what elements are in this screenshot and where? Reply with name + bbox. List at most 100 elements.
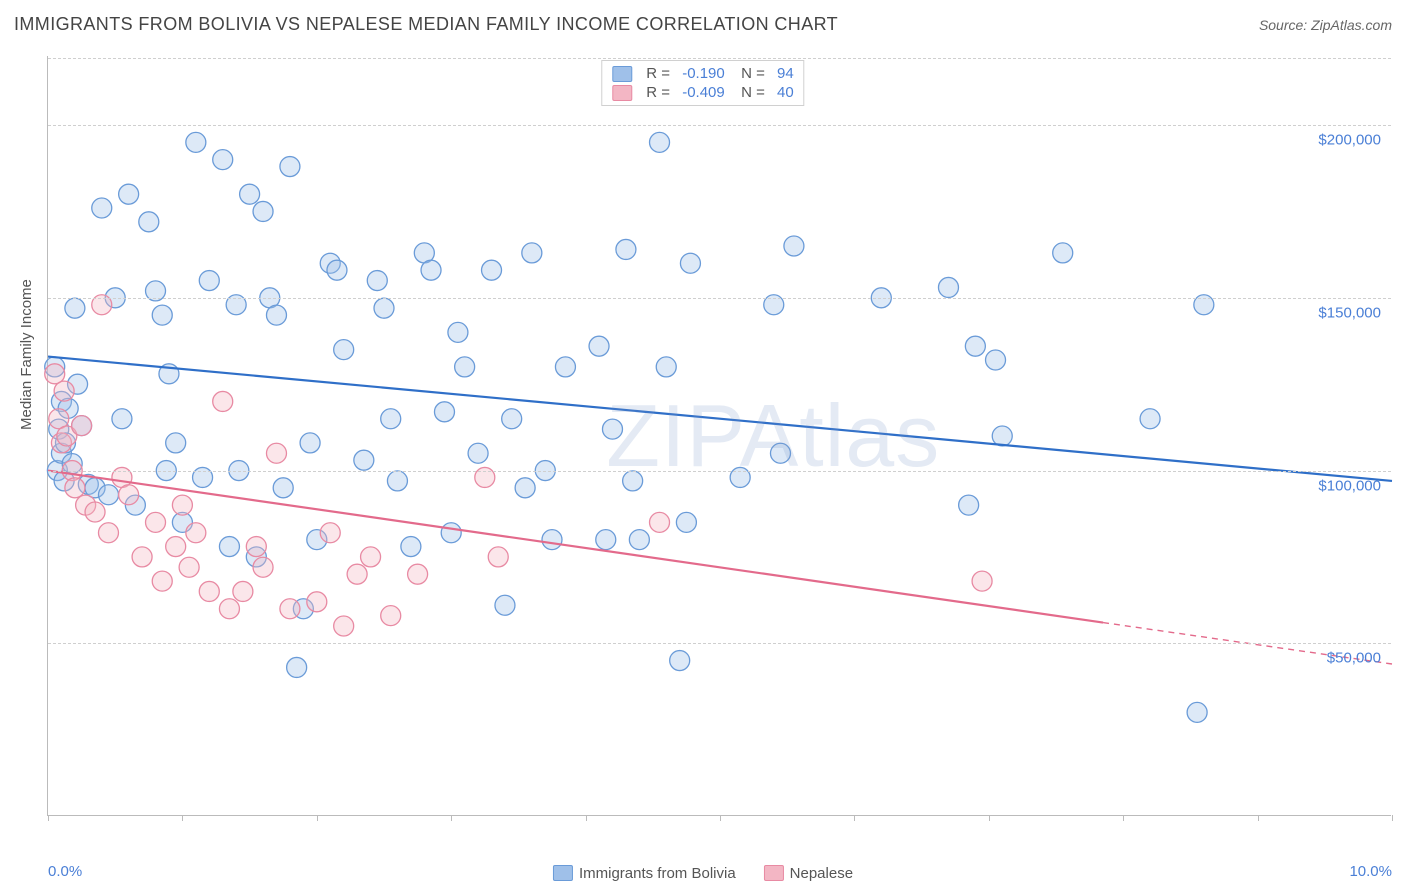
x-tick: [989, 815, 990, 821]
r-value: -0.409: [678, 84, 725, 101]
scatter-point-nepalese: [347, 564, 367, 584]
scatter-point-nepalese: [307, 592, 327, 612]
legend-label: Nepalese: [790, 865, 853, 882]
scatter-point-bolivia: [1187, 702, 1207, 722]
y-tick-label: $50,000: [1327, 650, 1381, 667]
scatter-point-nepalese: [280, 599, 300, 619]
scatter-point-bolivia: [119, 184, 139, 204]
scatter-point-bolivia: [367, 271, 387, 291]
gridline: [48, 298, 1391, 299]
scatter-point-nepalese: [650, 512, 670, 532]
scatter-point-bolivia: [219, 537, 239, 557]
x-tick: [1258, 815, 1259, 821]
scatter-point-bolivia: [455, 357, 475, 377]
scatter-point-bolivia: [502, 409, 522, 429]
legend-swatch-icon: [612, 85, 632, 101]
scatter-point-nepalese: [54, 381, 74, 401]
scatter-point-bolivia: [965, 336, 985, 356]
scatter-point-bolivia: [401, 537, 421, 557]
x-tick: [48, 815, 49, 821]
scatter-point-bolivia: [784, 236, 804, 256]
y-tick-label: $150,000: [1318, 304, 1381, 321]
scatter-point-nepalese: [246, 537, 266, 557]
scatter-point-bolivia: [676, 512, 696, 532]
y-tick-label: $200,000: [1318, 132, 1381, 149]
n-value: 94: [773, 65, 794, 82]
scatter-point-nepalese: [199, 581, 219, 601]
x-axis-max-label: 10.0%: [1349, 863, 1392, 880]
scatter-point-bolivia: [240, 184, 260, 204]
scatter-point-bolivia: [770, 443, 790, 463]
scatter-point-bolivia: [266, 305, 286, 325]
scatter-point-bolivia: [623, 471, 643, 491]
scatter-point-nepalese: [172, 495, 192, 515]
scatter-point-bolivia: [166, 433, 186, 453]
scatter-point-nepalese: [65, 478, 85, 498]
x-tick: [720, 815, 721, 821]
gridline: [48, 125, 1391, 126]
legend-swatch-icon: [612, 66, 632, 82]
scatter-point-nepalese: [98, 523, 118, 543]
scatter-point-nepalese: [381, 606, 401, 626]
scatter-point-bolivia: [300, 433, 320, 453]
scatter-point-bolivia: [992, 426, 1012, 446]
scatter-point-nepalese: [72, 416, 92, 436]
scatter-point-bolivia: [1053, 243, 1073, 263]
scatter-point-nepalese: [213, 391, 233, 411]
scatter-point-nepalese: [334, 616, 354, 636]
scatter-point-bolivia: [482, 260, 502, 280]
r-value: -0.190: [678, 65, 725, 82]
scatter-point-bolivia: [602, 419, 622, 439]
scatter-point-bolivia: [589, 336, 609, 356]
scatter-point-bolivia: [273, 478, 293, 498]
scatter-point-bolivia: [959, 495, 979, 515]
x-tick: [586, 815, 587, 821]
scatter-point-bolivia: [112, 409, 132, 429]
scatter-point-bolivia: [680, 253, 700, 273]
scatter-point-bolivia: [670, 651, 690, 671]
plot-svg: [48, 56, 1391, 815]
scatter-point-nepalese: [972, 571, 992, 591]
legend-swatch-icon: [764, 865, 784, 881]
scatter-point-bolivia: [629, 530, 649, 550]
scatter-point-bolivia: [186, 132, 206, 152]
x-axis-min-label: 0.0%: [48, 863, 82, 880]
scatter-point-nepalese: [132, 547, 152, 567]
scatter-point-bolivia: [334, 340, 354, 360]
scatter-point-bolivia: [280, 157, 300, 177]
scatter-point-nepalese: [320, 523, 340, 543]
scatter-point-bolivia: [92, 198, 112, 218]
scatter-point-bolivia: [468, 443, 488, 463]
gridline: [48, 58, 1391, 59]
scatter-point-bolivia: [98, 485, 118, 505]
gridline: [48, 643, 1391, 644]
scatter-point-nepalese: [146, 512, 166, 532]
scatter-point-bolivia: [199, 271, 219, 291]
scatter-point-bolivia: [213, 150, 233, 170]
x-tick: [1123, 815, 1124, 821]
scatter-point-nepalese: [179, 557, 199, 577]
legend-item-bolivia: Immigrants from Bolivia: [553, 865, 736, 882]
scatter-point-nepalese: [166, 537, 186, 557]
r-label: R =: [646, 84, 670, 101]
legend-item-nepalese: Nepalese: [764, 865, 853, 882]
scatter-point-bolivia: [515, 478, 535, 498]
scatter-point-bolivia: [542, 530, 562, 550]
scatter-point-nepalese: [233, 581, 253, 601]
scatter-point-bolivia: [596, 530, 616, 550]
scatter-point-bolivia: [522, 243, 542, 263]
chart-header: IMMIGRANTS FROM BOLIVIA VS NEPALESE MEDI…: [14, 14, 1392, 35]
scatter-point-bolivia: [986, 350, 1006, 370]
scatter-point-bolivia: [555, 357, 575, 377]
scatter-point-bolivia: [253, 201, 273, 221]
scatter-point-nepalese: [85, 502, 105, 522]
scatter-point-bolivia: [374, 298, 394, 318]
plot-area: ZIPAtlas $50,000$100,000$150,000$200,000: [47, 56, 1391, 816]
scatter-point-nepalese: [266, 443, 286, 463]
chart-source: Source: ZipAtlas.com: [1259, 17, 1392, 33]
scatter-point-bolivia: [434, 402, 454, 422]
correlation-legend: R = -0.190 N = 94R = -0.409 N = 40: [601, 60, 804, 106]
scatter-point-bolivia: [495, 595, 515, 615]
scatter-point-bolivia: [616, 239, 636, 259]
scatter-point-bolivia: [421, 260, 441, 280]
